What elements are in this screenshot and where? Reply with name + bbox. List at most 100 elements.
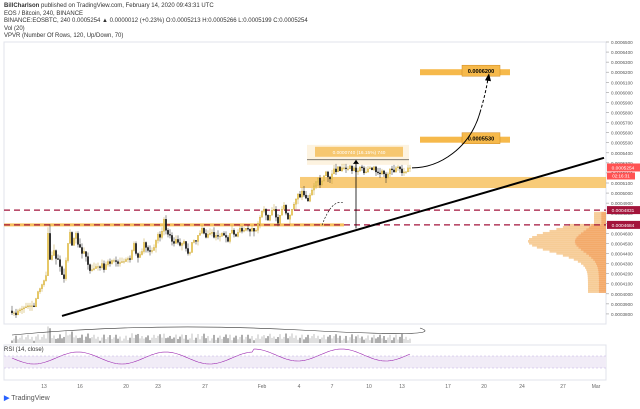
candle	[19, 309, 21, 312]
candle	[409, 167, 411, 169]
candle	[251, 228, 253, 232]
volume-bar	[355, 336, 357, 343]
price-tick-label: 0.0005800	[611, 111, 633, 116]
volume-bar	[351, 334, 353, 343]
candle	[223, 233, 225, 236]
rsi-line	[11, 348, 411, 365]
vpvr-bar-down	[598, 272, 606, 275]
volume-bar	[189, 338, 191, 343]
candle	[183, 241, 185, 244]
volume-bar	[271, 337, 273, 343]
ohlc-values: 0.0005254 ▲ 0.0000012 (+0.23%) O:0.00052…	[72, 18, 308, 24]
candle	[289, 215, 291, 220]
candle	[177, 239, 179, 243]
vpvr-bar-up	[594, 215, 602, 219]
volume-bar	[311, 336, 313, 343]
vpvr-bar-up	[587, 274, 599, 277]
candle	[25, 306, 27, 309]
candle	[67, 243, 69, 261]
volume-bar	[319, 339, 321, 343]
candle	[395, 167, 397, 173]
indicator-vol[interactable]: Vol (20)	[4, 26, 25, 32]
volume-bar	[265, 338, 267, 343]
volume-bar	[149, 340, 151, 343]
volume-bar	[293, 337, 295, 343]
vpvr-bar-up	[532, 244, 577, 247]
candle	[393, 169, 395, 173]
volume-bar	[385, 339, 387, 343]
candle	[219, 236, 221, 238]
author-name[interactable]: BillCharlson	[4, 3, 40, 9]
volume-bar	[403, 338, 405, 343]
volume-bar	[359, 338, 361, 343]
candle	[121, 261, 123, 263]
volume-bar	[335, 334, 337, 343]
candle	[255, 230, 257, 232]
trendline[interactable]	[61, 156, 605, 317]
target-label: 0.0005530	[468, 137, 494, 143]
volume-bar	[395, 334, 397, 343]
candle	[229, 233, 231, 242]
candle	[75, 233, 77, 239]
candle	[13, 312, 15, 314]
vpvr-bar-up	[556, 252, 587, 255]
vpvr-bar-down	[578, 233, 606, 237]
candle	[29, 305, 31, 307]
candle	[175, 239, 177, 244]
volume-bar	[167, 337, 169, 343]
volume-bar	[27, 334, 29, 343]
volume-bar	[163, 333, 165, 343]
candle	[205, 233, 207, 238]
candle	[303, 190, 305, 196]
candle	[35, 298, 37, 308]
time-tick-label: 24	[519, 384, 525, 390]
candle	[185, 241, 187, 249]
vpvr-bar-down	[597, 266, 606, 269]
candle	[377, 171, 379, 174]
resistance-zone[interactable]	[300, 176, 606, 189]
vpvr-bar-down	[601, 217, 606, 221]
volume-bar	[183, 338, 185, 343]
volume-bar	[339, 335, 341, 343]
volume-bar	[13, 338, 15, 343]
volume-bar	[31, 336, 33, 343]
candle	[241, 228, 243, 232]
vpvr-bar-up	[586, 270, 599, 273]
countdown-tag	[607, 172, 635, 180]
volume-bar	[165, 338, 167, 343]
volume-bar	[361, 336, 363, 343]
candle	[339, 166, 341, 172]
volume-bar	[233, 337, 235, 343]
candle	[23, 307, 25, 310]
candle	[215, 235, 217, 238]
time-tick-label: Mar	[592, 384, 601, 390]
tradingview-logo[interactable]: ▶ TradingView	[4, 394, 50, 402]
volume-bar	[117, 338, 119, 343]
candle	[281, 209, 283, 216]
volume-bar	[389, 334, 391, 343]
vpvr-bar-down	[591, 256, 606, 259]
volume-bar	[129, 337, 131, 343]
candle	[213, 232, 215, 238]
candle	[313, 185, 315, 191]
candle	[161, 231, 163, 238]
candle	[379, 172, 381, 175]
volume-bar	[123, 338, 125, 343]
candle	[267, 215, 269, 221]
volume-bar	[19, 337, 21, 343]
rsi-legend[interactable]: RSI (14, close)	[4, 347, 44, 353]
candle	[315, 181, 317, 187]
volume-bar	[229, 334, 231, 343]
volume-bar	[43, 334, 45, 343]
vpvr-bar-down	[583, 250, 606, 253]
candle	[391, 168, 393, 171]
volume-bar	[357, 334, 359, 343]
volume-bar	[153, 334, 155, 343]
candle	[31, 305, 33, 307]
indicator-vpvr[interactable]: VPVR (Number Of Rows, 120, Up/Down, 70)	[4, 33, 123, 39]
volume-bar	[109, 335, 111, 343]
price-axis-tag-label: 0.0005254	[612, 165, 635, 171]
volume-bar	[241, 334, 243, 343]
candle	[43, 280, 45, 285]
